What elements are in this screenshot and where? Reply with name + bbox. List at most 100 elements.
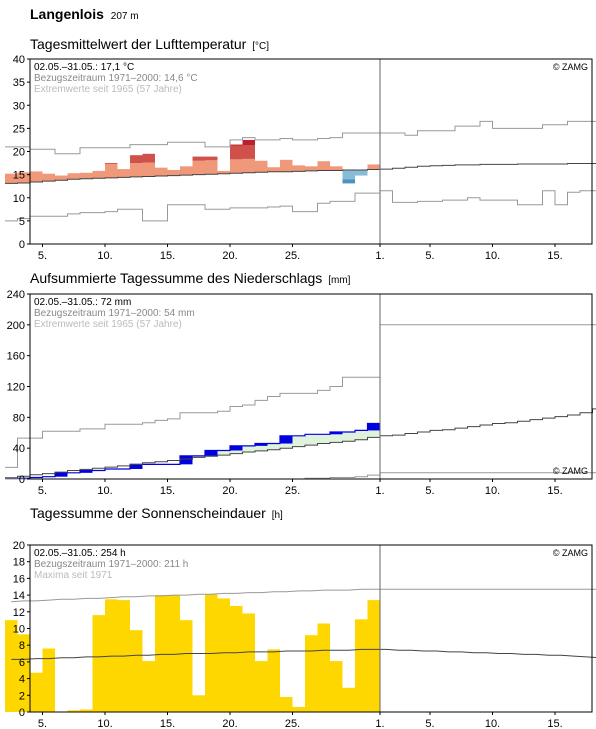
sun-bar — [17, 634, 30, 712]
temperature-chart: 0 5 10 15 20 25 30 35 40 5. 10. 15. 20. 25. 1. 5. 10. 15.… — [5, 54, 596, 262]
sun-bar — [80, 709, 93, 712]
y-tick-label: 15 — [13, 170, 25, 182]
sun-bar — [305, 635, 318, 712]
chart-info-line: 02.05.–31.05.: 254 h — [34, 548, 126, 559]
temp-bar — [167, 170, 180, 176]
x-tick-label: 15. — [160, 718, 175, 729]
precipitation-chart: 0 40 80 120 160 200 240 5. 10. 15. 20. 25. 1. 5. 10. 15… — [5, 289, 596, 497]
sun-bar — [30, 672, 43, 712]
y-tick-label: 6 — [19, 657, 25, 669]
x-tick-label: 1. — [375, 485, 384, 497]
temp-bar — [142, 162, 155, 177]
y-tick-label: 8 — [19, 640, 25, 652]
chart-info-line: 02.05.–31.05.: 17,1 °C — [34, 62, 134, 73]
y-tick-label: 35 — [13, 77, 25, 89]
precipitation-chart-title: Aufsummierte Tagessumme des Niederschlag… — [30, 270, 350, 286]
temp-bar — [130, 163, 143, 177]
y-tick-label: 25 — [13, 123, 25, 135]
y-tick-label: 40 — [13, 443, 25, 455]
y-tick-label: 12 — [13, 607, 25, 619]
chart-info-line: Bezugszeitraum 1971–2000: 211 h — [34, 559, 188, 570]
temp-bar — [30, 171, 43, 183]
temp-bar — [105, 163, 118, 178]
precip-daily-block — [205, 450, 218, 456]
sun-bar — [92, 615, 105, 712]
sun-bar — [180, 620, 193, 712]
sun-bar — [267, 649, 280, 712]
temp-bar — [67, 173, 80, 180]
sun-mean-line — [11, 648, 596, 660]
x-tick-label: 10. — [485, 718, 500, 729]
x-tick-label: 10. — [485, 485, 500, 497]
temp-bar — [192, 156, 205, 161]
precipitation-unit: [mm] — [328, 275, 351, 286]
y-tick-label: 2 — [19, 690, 25, 702]
temp-bar — [305, 166, 318, 171]
y-tick-label: 80 — [13, 412, 25, 424]
temp-bar — [155, 167, 168, 177]
sun-bar — [130, 630, 143, 712]
temp-bar — [230, 145, 243, 160]
temp-bar — [230, 159, 243, 174]
x-tick-label: 5. — [425, 485, 434, 497]
precip-cumulative-line — [5, 422, 380, 479]
copyright-label: © ZAMG — [553, 548, 588, 558]
sunshine-chart-title: Tagessumme der Sonnenscheindauer [h] — [30, 505, 283, 521]
station-header: Langenlois 207 m — [30, 6, 139, 22]
sun-bar — [342, 687, 355, 712]
y-tick-label: 10 — [13, 624, 25, 636]
temp-bar — [367, 164, 380, 170]
temp-bar — [80, 172, 93, 179]
precip-excess-band — [305, 434, 318, 446]
y-tick-label: 40 — [13, 54, 25, 66]
sun-bar — [280, 696, 293, 712]
temp-bar — [242, 145, 255, 159]
temperature-unit: [°C] — [252, 41, 269, 52]
x-tick-label: 15. — [547, 485, 562, 497]
y-tick-label: 30 — [13, 100, 25, 112]
temp-bar — [342, 170, 355, 180]
sun-bar — [167, 595, 180, 712]
x-tick-label: 10. — [485, 250, 500, 262]
chart-info-line: Maxima seit 1971 — [34, 570, 113, 581]
sun-bar — [317, 623, 330, 712]
x-tick-label: 10. — [97, 250, 112, 262]
sun-bar — [217, 598, 230, 712]
sun-bar — [155, 595, 168, 712]
x-tick-label: 15. — [160, 250, 175, 262]
temp-bar — [242, 158, 255, 173]
precip-excess-band — [267, 443, 280, 450]
sunshine-chart: 0 2 4 6 8 10 12 14 16 18 20 5. 10. 15. 20. 25. 1. 5. 10. 15… — [5, 540, 596, 729]
temp-bar — [5, 173, 18, 184]
x-tick-label: 5. — [425, 718, 434, 729]
precip-daily-block — [280, 435, 293, 444]
y-tick-label: 4 — [19, 674, 25, 686]
station-name: Langenlois — [30, 6, 104, 22]
precip-excess-band — [317, 434, 330, 444]
y-tick-label: 14 — [13, 590, 25, 602]
chart-info-line: Bezugszeitraum 1971–2000: 54 mm — [34, 308, 195, 319]
x-tick-label: 20. — [222, 485, 237, 497]
x-tick-label: 1. — [375, 718, 384, 729]
temperature-chart-title: Tagesmittelwert der Lufttemperatur [°C] — [30, 36, 269, 52]
temp-bar — [217, 170, 230, 174]
precip-excess-band — [330, 431, 343, 443]
x-tick-label: 5. — [425, 250, 434, 262]
x-tick-label: 5. — [38, 718, 47, 729]
precip-excess-band — [255, 443, 268, 451]
station-altitude: 207 m — [110, 11, 139, 22]
x-tick-label: 20. — [222, 250, 237, 262]
temp-bar — [117, 169, 130, 178]
temp-bar — [17, 172, 30, 183]
y-tick-label: 10 — [13, 193, 25, 205]
x-tick-label: 15. — [547, 718, 562, 729]
chart-info-line: 02.05.–31.05.: 72 mm — [34, 297, 131, 308]
temp-bar — [142, 153, 155, 163]
y-tick-label: 16 — [13, 573, 25, 585]
temp-bar — [255, 160, 268, 173]
precip-daily-block — [330, 431, 343, 435]
precip-min-line — [5, 472, 596, 480]
precip-excess-band — [342, 431, 355, 442]
sun-bar — [142, 661, 155, 712]
x-tick-label: 10. — [97, 485, 112, 497]
